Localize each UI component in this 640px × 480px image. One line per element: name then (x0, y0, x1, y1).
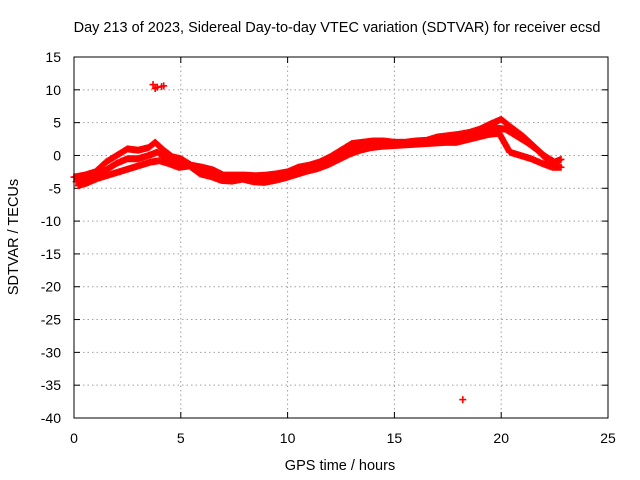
y-tick-label: 5 (53, 115, 61, 131)
y-tick-label: -30 (41, 344, 61, 360)
y-tick-label: -10 (41, 213, 61, 229)
y-tick-label: -25 (41, 312, 61, 328)
x-tick-label: 5 (177, 430, 185, 446)
y-tick-label: -40 (41, 410, 61, 426)
y-tick-label: -20 (41, 279, 61, 295)
data-point (151, 85, 159, 93)
x-tick-label: 20 (493, 430, 509, 446)
data-point (557, 155, 565, 163)
y-tick-label: -15 (41, 246, 61, 262)
y-axis-label: SDTVAR / TECUs (6, 179, 22, 295)
data-point (459, 396, 467, 404)
y-tick-label: -35 (41, 377, 61, 393)
x-tick-label: 15 (387, 430, 403, 446)
y-tick-label: 10 (45, 82, 61, 98)
x-tick-label: 0 (70, 430, 78, 446)
x-axis-label: GPS time / hours (285, 458, 395, 474)
data-points (70, 81, 565, 404)
y-tick-label: -5 (49, 180, 62, 196)
y-tick-label: 0 (53, 147, 61, 163)
x-tick-label: 10 (280, 430, 296, 446)
chart-title: Day 213 of 2023, Sidereal Day-to-day VTE… (74, 20, 601, 36)
data-point (149, 81, 157, 89)
x-tick-label: 25 (600, 430, 616, 446)
y-tick-label: 15 (45, 49, 61, 65)
data-point (160, 82, 168, 90)
plot-frame (73, 56, 609, 419)
grid-lines (74, 57, 608, 418)
data-point (557, 163, 565, 171)
axis-ticks: 0 5 10 15 20 25 15 10 5 0 -5 -10 -15 -20 -25 -30 -35 -40 (41, 49, 616, 446)
